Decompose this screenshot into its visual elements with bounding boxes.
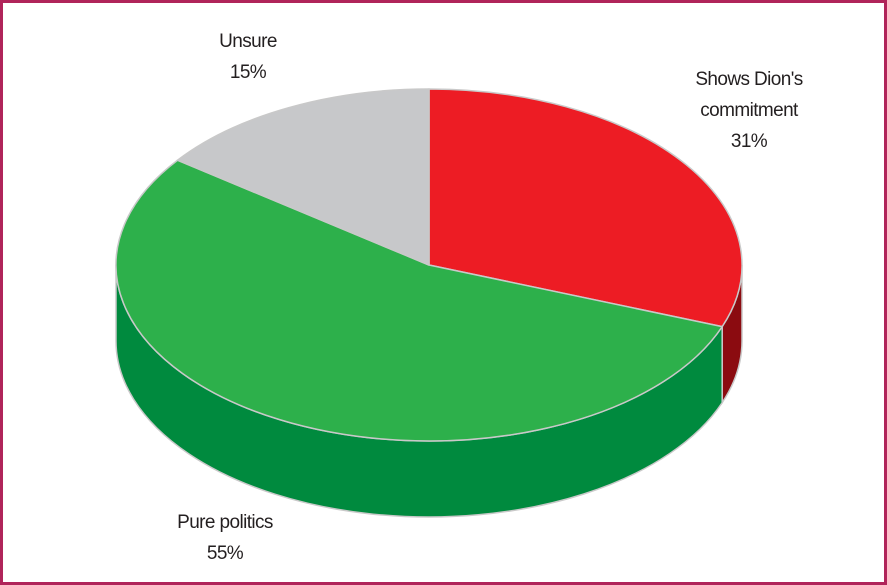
pie-slice-2 <box>115 159 723 442</box>
slice-label-text: Pure politics <box>177 512 273 533</box>
slice-label-2: Pure politics 55% <box>177 512 273 564</box>
slice-label-3: Unsure 15% <box>219 31 277 83</box>
slice-label-1: Shows Dion's commitment 31% <box>695 69 802 152</box>
slice-value-label: 31% <box>731 131 768 152</box>
slice-label-text: commitment <box>700 100 799 121</box>
pie-slice-1 <box>428 88 743 328</box>
slice-label-text: Unsure <box>219 31 277 52</box>
slice-value-label: 55% <box>207 543 244 564</box>
slice-value-label: 15% <box>230 62 267 83</box>
pie-slice-3 <box>176 88 430 266</box>
pie-top-faces <box>115 88 743 442</box>
slice-label-text: Shows Dion's <box>695 69 802 90</box>
pie-side-walls <box>115 264 743 518</box>
